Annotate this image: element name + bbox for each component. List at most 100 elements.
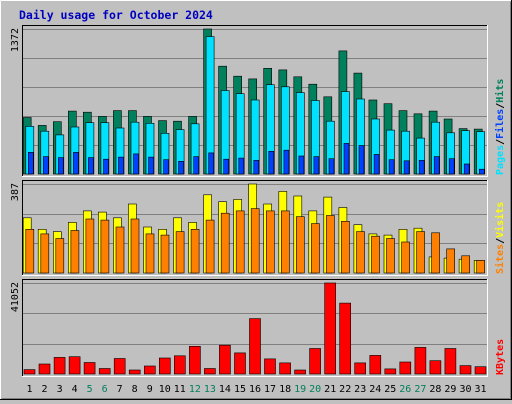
legend-entry-visits: Visits bbox=[494, 202, 506, 238]
bar-kbytes-day-21 bbox=[324, 282, 337, 375]
x-tick-label-24: 24 bbox=[369, 384, 381, 395]
bar-kbytes-day-5 bbox=[83, 362, 96, 375]
chart-title: Daily usage for October 2024 bbox=[19, 8, 213, 22]
bar-kbytes-day-17 bbox=[264, 358, 276, 375]
x-tick-label-30: 30 bbox=[459, 384, 471, 395]
x-tick-label-18: 18 bbox=[279, 384, 291, 395]
bar-pages-day-30 bbox=[463, 163, 470, 175]
bar-sites-day-25 bbox=[386, 238, 395, 274]
bar-kbytes-day-26 bbox=[399, 361, 412, 375]
bar-kbytes-day-4 bbox=[68, 356, 81, 375]
bar-kbytes-day-22 bbox=[339, 302, 352, 375]
bar-kbytes-day-1 bbox=[23, 369, 36, 375]
legend-entry-hits: Hits bbox=[494, 79, 506, 103]
bar-sites-day-16 bbox=[250, 208, 260, 274]
legend-entry-sites: Sites bbox=[494, 244, 506, 274]
legend-text: Sites/Visits bbox=[494, 202, 506, 274]
bar-pages-day-14 bbox=[223, 158, 229, 175]
y-axis-max-label: 1372 bbox=[10, 28, 21, 52]
bar-sites-day-27 bbox=[416, 231, 425, 274]
x-tick-label-3: 3 bbox=[57, 384, 63, 395]
bar-sites-day-6 bbox=[100, 219, 110, 274]
x-tick-label-26: 26 bbox=[399, 384, 411, 395]
bar-kbytes-day-10 bbox=[159, 357, 171, 375]
x-tick-label-22: 22 bbox=[339, 384, 351, 395]
bar-pages-day-28 bbox=[433, 156, 440, 175]
bar-sites-day-2 bbox=[40, 233, 50, 274]
x-tick-label-11: 11 bbox=[174, 384, 186, 395]
bar-sites-day-15 bbox=[235, 210, 245, 274]
bar-sites-day-5 bbox=[85, 218, 95, 274]
bar-pages-day-9 bbox=[148, 156, 154, 175]
panel-kbytes: 41052 KBytes bbox=[10, 279, 506, 377]
bar-pages-day-16 bbox=[253, 160, 260, 175]
bar-pages-day-10 bbox=[163, 159, 169, 175]
bar-kbytes-day-28 bbox=[429, 360, 442, 375]
bar-kbytes-day-20 bbox=[309, 348, 321, 375]
x-tick-label-4: 4 bbox=[72, 384, 78, 395]
x-tick-label-15: 15 bbox=[234, 384, 246, 395]
legend-separator: / bbox=[495, 139, 506, 145]
legend-entry-files: Files bbox=[494, 109, 506, 139]
bar-pages-day-26 bbox=[403, 160, 410, 175]
x-tick-label-23: 23 bbox=[354, 384, 366, 395]
x-axis-labels: 1 2 3 4 5 6 7 8 9 10 11 12 13 14 15 16 17 18 19 20 21 22 23 24 2… bbox=[26, 384, 486, 395]
bar-sites-day-4 bbox=[70, 230, 80, 274]
bar-sites-day-8 bbox=[130, 218, 140, 274]
bar-pages-day-1 bbox=[27, 152, 34, 175]
bar-kbytes-day-9 bbox=[144, 365, 156, 375]
x-tick-label-13: 13 bbox=[204, 384, 216, 395]
bar-kbytes-day-14 bbox=[219, 344, 231, 375]
legend-separator: / bbox=[495, 238, 506, 244]
bar-pages-day-18 bbox=[283, 149, 290, 175]
x-tick-label-7: 7 bbox=[117, 384, 123, 395]
y-axis-max-label: 41052 bbox=[10, 282, 21, 312]
bar-sites-day-22 bbox=[341, 221, 350, 274]
bar-sites-day-18 bbox=[280, 210, 290, 274]
bar-sites-day-11 bbox=[175, 231, 185, 274]
bar-sites-day-14 bbox=[220, 212, 230, 274]
bar-sites-day-31 bbox=[476, 260, 486, 274]
bar-pages-day-12 bbox=[193, 156, 199, 175]
bar-pages-day-8 bbox=[133, 153, 139, 175]
bar-sites-day-23 bbox=[356, 231, 365, 274]
bar-pages-day-31 bbox=[478, 168, 485, 175]
bar-sites-day-30 bbox=[461, 255, 471, 274]
x-tick-label-20: 20 bbox=[309, 384, 321, 395]
bar-pages-day-2 bbox=[42, 156, 49, 175]
bar-kbytes-day-8 bbox=[128, 369, 141, 375]
bar-kbytes-day-23 bbox=[354, 362, 367, 375]
legend-text: KBytes bbox=[495, 339, 506, 375]
bar-kbytes-day-19 bbox=[294, 369, 306, 375]
x-tick-label-8: 8 bbox=[132, 384, 138, 395]
x-tick-label-2: 2 bbox=[41, 384, 47, 395]
y-axis-max-label: 387 bbox=[10, 183, 21, 201]
bar-pages-day-24 bbox=[373, 154, 380, 175]
bar-kbytes-day-11 bbox=[174, 355, 186, 375]
bar-sites-day-12 bbox=[190, 229, 200, 274]
bar-pages-day-27 bbox=[418, 160, 425, 175]
bar-kbytes-day-31 bbox=[474, 366, 487, 375]
bar-pages-day-22 bbox=[343, 143, 350, 175]
bar-sites-day-17 bbox=[265, 210, 275, 274]
bar-sites-day-28 bbox=[431, 232, 440, 274]
bar-kbytes-day-25 bbox=[384, 368, 397, 375]
x-tick-label-12: 12 bbox=[189, 384, 201, 395]
x-tick-label-10: 10 bbox=[159, 384, 171, 395]
bar-sites-day-1 bbox=[25, 229, 35, 274]
x-tick-label-1: 1 bbox=[26, 384, 32, 395]
bar-pages-day-5 bbox=[88, 157, 94, 175]
legend-text: Pages/Files/Hits bbox=[494, 79, 506, 175]
bar-pages-day-15 bbox=[238, 157, 245, 175]
bar-pages-day-4 bbox=[73, 152, 79, 175]
bar-pages-day-20 bbox=[313, 156, 320, 175]
bar-sites-day-7 bbox=[115, 226, 125, 274]
bar-pages-day-6 bbox=[103, 158, 109, 175]
bar-kbytes-day-7 bbox=[113, 358, 126, 375]
bar-pages-day-19 bbox=[298, 155, 305, 175]
bar-kbytes-day-16 bbox=[249, 318, 261, 375]
bar-pages-day-13 bbox=[208, 152, 214, 175]
x-tick-label-5: 5 bbox=[87, 384, 93, 395]
